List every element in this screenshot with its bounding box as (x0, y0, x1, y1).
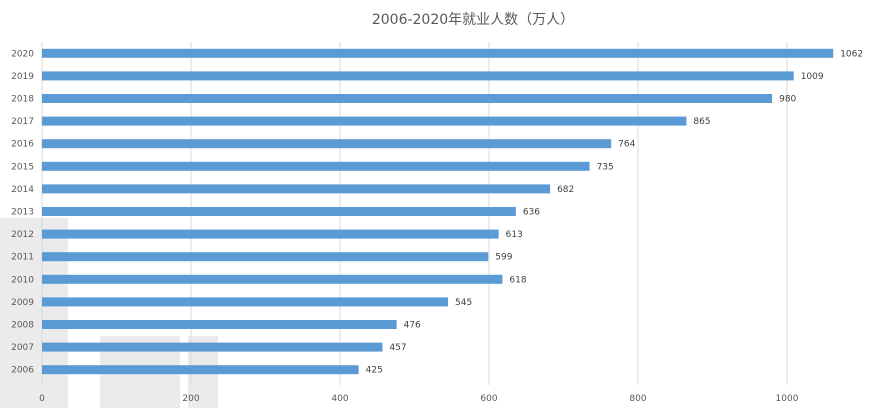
bar (42, 48, 834, 58)
y-axis-labels: 2020 2019 2018 2017 2016 2015 2014 2013 2012 2011… (11, 49, 34, 375)
y-tick-label: 2014 (11, 185, 34, 195)
data-label: 980 (779, 95, 796, 105)
y-tick-label: 2012 (11, 230, 34, 240)
data-label: 545 (455, 298, 472, 308)
bar (42, 207, 516, 216)
bar (42, 161, 590, 171)
data-label: 618 (509, 275, 526, 285)
data-label: 425 (366, 366, 383, 376)
bar (42, 184, 551, 194)
y-tick-label: 2015 (11, 162, 34, 172)
y-tick-label: 2009 (11, 298, 34, 308)
bar (42, 252, 489, 262)
x-tick-label: 200 (182, 394, 199, 404)
bar (42, 365, 359, 375)
bars (42, 48, 834, 375)
bar (42, 320, 397, 329)
y-tick-label: 2007 (11, 343, 34, 353)
x-tick-label: 600 (480, 394, 497, 404)
bar (42, 71, 794, 81)
y-tick-label: 2019 (11, 72, 34, 82)
data-label: 613 (506, 230, 523, 240)
x-tick-label: 800 (629, 394, 646, 404)
data-label: 764 (618, 140, 635, 150)
data-label: 457 (389, 343, 406, 353)
y-tick-label: 2020 (11, 49, 34, 59)
data-label: 1062 (840, 49, 863, 59)
bar (42, 342, 383, 352)
bar (42, 94, 773, 103)
data-label: 476 (404, 321, 421, 331)
data-label: 682 (557, 185, 574, 195)
data-labels: 1062 1009 980 865 764 735 682 636 613 599 618 545 47… (366, 49, 863, 375)
x-tick-label: 0 (39, 394, 45, 404)
bar (42, 139, 612, 149)
bar (42, 116, 687, 126)
y-tick-label: 2018 (11, 95, 34, 105)
y-tick-label: 2016 (11, 140, 34, 150)
data-label: 865 (693, 117, 710, 127)
x-tick-label: 1000 (776, 394, 799, 404)
bar (42, 297, 449, 307)
bar (42, 229, 499, 239)
y-tick-label: 2011 (11, 253, 34, 263)
chart-title: 2006-2020年就业人数（万人） (372, 12, 574, 28)
x-tick-label: 400 (331, 394, 348, 404)
y-tick-label: 2017 (11, 117, 34, 127)
data-label: 636 (523, 208, 540, 218)
watermark (0, 218, 218, 408)
bar (42, 274, 503, 284)
y-tick-label: 2008 (11, 321, 34, 331)
y-tick-label: 2013 (11, 208, 34, 218)
y-tick-label: 2006 (11, 366, 34, 376)
data-label: 599 (495, 253, 512, 263)
data-label: 1009 (801, 72, 824, 82)
x-axis-labels: 0 200 400 600 800 1000 (39, 394, 799, 404)
y-tick-label: 2010 (11, 275, 34, 285)
data-label: 735 (597, 162, 614, 172)
